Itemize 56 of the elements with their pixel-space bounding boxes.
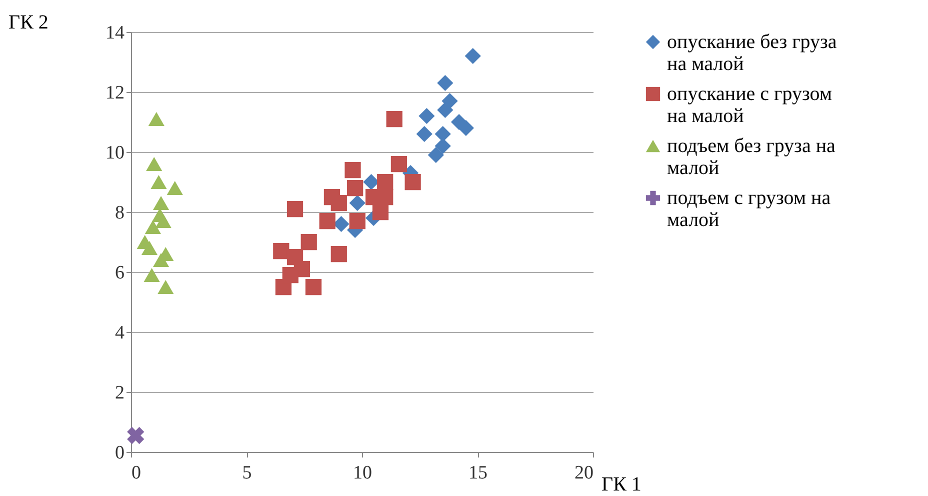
x-tick-label: 15: [468, 462, 488, 484]
point: [347, 180, 364, 196]
point: [418, 108, 435, 124]
point: [390, 156, 408, 172]
point: [282, 266, 298, 284]
point: [148, 112, 164, 126]
point: [330, 246, 347, 262]
legend-label: подъем без груза на малой: [667, 135, 836, 179]
point: [166, 181, 183, 195]
point: [144, 268, 160, 282]
point: [344, 162, 361, 178]
point: [349, 194, 366, 212]
point: [416, 126, 432, 142]
legend-label: подъем с грузом на малой: [667, 187, 831, 231]
point: [127, 426, 144, 444]
y-tick-label: 12: [106, 82, 124, 104]
point: [152, 253, 170, 267]
y-axis-title: ГК 2: [8, 12, 48, 34]
point: [305, 278, 322, 296]
point: [144, 220, 162, 234]
point: [404, 174, 421, 190]
legend-label: опускание без груза на малой: [667, 31, 837, 75]
point: [152, 196, 170, 210]
point: [273, 242, 290, 260]
y-tick-label: 0: [115, 442, 124, 464]
x-tick-label: 20: [574, 462, 594, 484]
point: [458, 120, 474, 136]
point: [319, 212, 336, 230]
point: [146, 157, 162, 171]
point: [333, 216, 350, 232]
y-tick-label: 2: [115, 382, 124, 404]
y-tick-label: 10: [106, 142, 124, 164]
x-axis-title: ГК 1: [602, 474, 642, 496]
y-tick-label: 14: [106, 22, 125, 44]
point: [386, 110, 402, 128]
point: [377, 174, 394, 190]
point: [437, 102, 454, 118]
point: [286, 200, 304, 218]
point: [428, 146, 444, 164]
point: [150, 175, 167, 189]
point: [437, 74, 454, 92]
point: [155, 214, 172, 228]
x-tick-label: 10: [353, 462, 372, 484]
point: [330, 194, 347, 212]
y-tick-label: 4: [115, 322, 125, 344]
x-tick-label: 5: [242, 462, 252, 484]
legend-label: опускание с грузом на малой: [667, 83, 832, 127]
point: [158, 280, 174, 294]
point: [300, 234, 317, 250]
point: [349, 212, 366, 230]
point: [372, 204, 389, 220]
point: [363, 174, 380, 190]
y-tick-label: 6: [115, 262, 124, 284]
x-tick-label: 0: [132, 462, 141, 484]
point: [464, 48, 481, 64]
y-tick-label: 8: [115, 202, 124, 224]
